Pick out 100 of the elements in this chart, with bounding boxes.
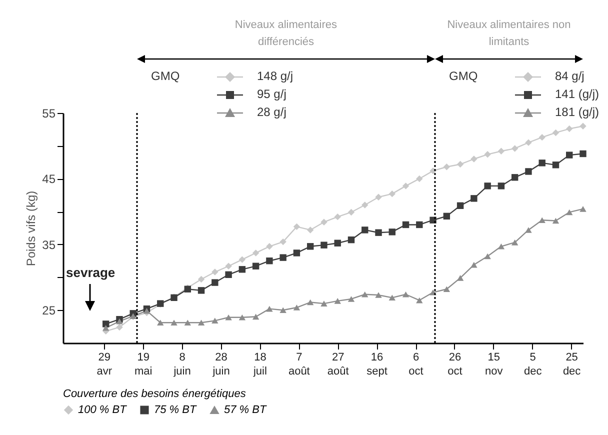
point xyxy=(280,238,286,246)
point xyxy=(225,262,232,270)
y-tick-label: 45 xyxy=(42,172,56,186)
point xyxy=(470,195,478,202)
annotation: 28 g/j xyxy=(257,105,286,119)
x-tick-label: 26 oct xyxy=(448,352,462,378)
point xyxy=(580,122,586,130)
point xyxy=(375,194,382,200)
point xyxy=(293,250,300,256)
point xyxy=(252,250,260,256)
point xyxy=(362,291,368,298)
point xyxy=(470,262,478,268)
point xyxy=(252,314,260,320)
point xyxy=(498,182,505,190)
point xyxy=(238,266,246,273)
point xyxy=(402,291,410,298)
point xyxy=(157,320,164,326)
point xyxy=(348,236,355,244)
point xyxy=(334,240,341,246)
point xyxy=(375,229,382,236)
annotation: 181 (g/j) xyxy=(554,105,600,119)
text: 141 (g/j) xyxy=(554,87,600,101)
point xyxy=(470,156,478,162)
point xyxy=(212,279,218,286)
point xyxy=(538,134,546,141)
point xyxy=(538,217,546,224)
point xyxy=(538,160,546,166)
text: GMQ xyxy=(448,69,478,83)
x-tick-label: 5 dec xyxy=(524,352,542,378)
point xyxy=(334,213,341,220)
point xyxy=(456,160,464,168)
point xyxy=(266,243,273,250)
x-tick-label: 16 sept xyxy=(366,352,388,378)
text: 84 g/j xyxy=(554,69,584,83)
text: Niveaux alimentaires différenciés xyxy=(234,18,338,50)
legend-title: Couverture des besoins énergétiques xyxy=(63,388,246,400)
point xyxy=(293,304,300,310)
x-tick-label: 29 avr xyxy=(96,352,112,378)
point xyxy=(266,258,273,264)
point xyxy=(580,206,586,212)
point xyxy=(170,320,178,326)
point xyxy=(320,242,328,248)
point xyxy=(252,262,260,270)
point xyxy=(525,139,532,146)
point xyxy=(225,314,232,320)
legend-label: 57 % BT xyxy=(224,404,268,416)
point xyxy=(566,152,573,158)
point xyxy=(320,218,328,226)
point xyxy=(334,298,341,304)
point xyxy=(416,297,423,304)
text: 148 g/j xyxy=(257,69,294,83)
y-tick-label: 25 xyxy=(42,304,56,318)
point xyxy=(511,240,518,246)
point xyxy=(306,243,314,250)
x-tick-label: 15 nov xyxy=(485,352,504,378)
point xyxy=(552,218,560,224)
point xyxy=(306,226,314,234)
point xyxy=(416,175,423,182)
point xyxy=(320,300,328,306)
point xyxy=(375,292,382,298)
point xyxy=(443,286,450,292)
point xyxy=(293,223,300,230)
legend-label: 75 % BT xyxy=(154,404,198,416)
point xyxy=(525,227,532,233)
point xyxy=(225,271,232,278)
legend-label: 100 % BT xyxy=(78,404,128,416)
point xyxy=(402,182,410,190)
point xyxy=(198,320,205,326)
point xyxy=(102,320,110,328)
point xyxy=(484,151,491,158)
point xyxy=(484,253,491,260)
point xyxy=(456,275,464,281)
point xyxy=(580,150,586,158)
text: 95 g/j xyxy=(257,87,286,101)
x-tick-label: 18 juil xyxy=(252,352,267,378)
point xyxy=(348,208,355,216)
point xyxy=(212,268,218,276)
y-tick-label: 55 xyxy=(42,106,56,120)
x-tick-label: 6 oct xyxy=(408,352,424,378)
point xyxy=(143,308,150,314)
point xyxy=(266,306,273,312)
point xyxy=(511,145,518,152)
point xyxy=(498,148,505,154)
y-tick-label: 35 xyxy=(42,238,56,252)
x-tick-label: 19 mai xyxy=(134,352,152,378)
point xyxy=(566,125,573,132)
text: Niveaux alimentaires non limitants xyxy=(446,18,572,50)
point xyxy=(348,296,355,302)
point xyxy=(498,243,505,250)
point xyxy=(552,129,560,136)
x-tick-label: 28 juin xyxy=(212,352,230,378)
point xyxy=(402,221,410,228)
point xyxy=(116,324,123,331)
point xyxy=(198,276,205,283)
x-tick-label: 27 août xyxy=(327,352,349,378)
point xyxy=(416,221,423,228)
x-tick-label: 7 août xyxy=(288,352,310,378)
point xyxy=(362,202,368,208)
point xyxy=(566,209,573,216)
point xyxy=(280,307,286,314)
